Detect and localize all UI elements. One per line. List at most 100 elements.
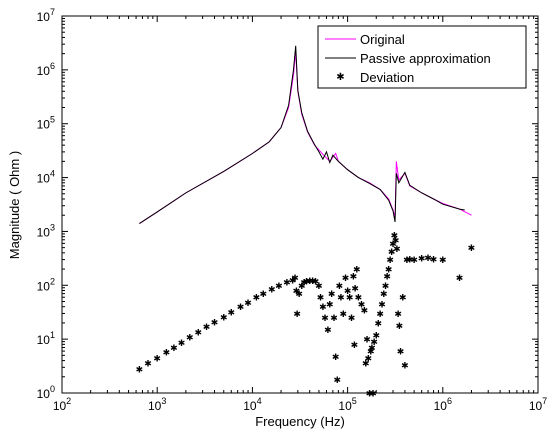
deviation-point: ✱ [388, 247, 396, 257]
deviation-point: ✱ [326, 299, 334, 309]
deviation-point: ✱ [136, 364, 144, 374]
legend: Original Passive approximation ✱ Deviati… [317, 25, 527, 89]
deviation-point: ✱ [386, 255, 394, 265]
x-tick-label: 104 [243, 396, 261, 413]
deviation-point: ✱ [275, 281, 283, 291]
deviation-point: ✱ [228, 307, 236, 317]
deviation-point: ✱ [303, 277, 311, 287]
deviation-point: ✱ [283, 278, 291, 288]
legend-deviation-label: Deviation [360, 70, 414, 85]
y-tick-label: 104 [37, 169, 55, 186]
deviation-point: ✱ [330, 313, 338, 323]
deviation-point: ✱ [439, 255, 447, 265]
deviation-point: ✱ [396, 321, 404, 331]
deviation-point: ✱ [358, 299, 366, 309]
deviation-point: ✱ [389, 239, 397, 249]
series-layer: ✱✱✱✱ ✱✱✱ ✱✱ ✱ ✱ ✱✱ ✱✱ ✱ ✱ ✱ ✱✱✱✱✱✱✱✱✱✱✱✱✱✱✱✱✱✱✱✱✱✱… [136, 45, 476, 399]
deviation-point: ✱ [418, 254, 426, 264]
deviation-point: ✱ [348, 313, 356, 323]
deviation-point: ✱ [385, 265, 393, 275]
x-tick-label: 102 [53, 396, 71, 413]
deviation-point: ✱ [170, 343, 178, 353]
deviation-point: ✱ [293, 309, 301, 319]
deviation-point: ✱ [401, 361, 409, 371]
deviation-point: ✱ [392, 235, 400, 245]
deviation-point: ✱ [376, 309, 384, 319]
deviation-point: ✱ [337, 293, 345, 303]
legend-deviation-marker: ✱ [336, 72, 344, 83]
deviation-point: ✱ [295, 289, 303, 299]
deviation-point: ✱ [367, 347, 375, 357]
deviation-point: ✱ [291, 273, 299, 283]
deviation-point: ✱ [368, 343, 376, 353]
deviation-point: ✱ [163, 347, 171, 357]
deviation-point: ✱ [382, 281, 390, 291]
deviation-point: ✱ [375, 318, 383, 328]
y-tick-label: 106 [37, 61, 55, 78]
legend-box [317, 25, 527, 89]
deviation-point: ✱ [309, 276, 317, 286]
deviation-point: ✱ [410, 255, 418, 265]
deviation-point: ✱ [220, 312, 228, 322]
deviation-point: ✱ [315, 281, 323, 291]
deviation-point: ✱ [391, 231, 399, 241]
deviation-point: ✱ [321, 313, 329, 323]
deviation-point: ✱ [424, 253, 432, 263]
y-tick-label: 100 [37, 384, 55, 401]
deviation-point: ✱ [351, 283, 359, 293]
deviation-point: ✱ [186, 332, 194, 342]
ticks-layer: 102 103 104 105 106 107 100 101 102 103 104 105 106 1… [37, 7, 548, 413]
deviation-point: ✱ [355, 293, 363, 303]
deviation-point: ✱ [363, 335, 371, 345]
deviation-point: ✱ [298, 281, 306, 291]
series-line-1 [139, 45, 465, 224]
deviation-point: ✱ [324, 325, 332, 335]
deviation-point: ✱ [268, 285, 276, 295]
deviation-point: ✱ [144, 359, 152, 369]
x-tick-label: 103 [148, 396, 166, 413]
deviation-point: ✱ [468, 243, 476, 253]
x-tick-label: 107 [529, 396, 547, 413]
legend-original-label: Original [360, 32, 405, 47]
deviation-point: ✱ [178, 338, 186, 348]
deviation-point: ✱ [362, 359, 370, 369]
x-tick-label: 105 [338, 396, 356, 413]
deviation-point: ✱ [339, 309, 347, 319]
y-tick-label: 107 [37, 7, 55, 24]
deviation-point: ✱ [372, 330, 380, 340]
deviation-point: ✱ [350, 271, 358, 281]
deviation-point: ✱ [344, 286, 352, 296]
deviation-point: ✱ [289, 276, 297, 286]
x-tick-label: 106 [434, 396, 452, 413]
deviation-point: ✱ [370, 337, 378, 347]
deviation-point: ✱ [369, 389, 377, 399]
deviation-point: ✱ [361, 305, 369, 315]
deviation-point: ✱ [211, 317, 219, 327]
y-tick-label: 101 [37, 330, 55, 347]
deviation-point: ✱ [203, 322, 211, 332]
legend-passive-label: Passive approximation [360, 51, 491, 66]
deviation-point: ✱ [403, 255, 411, 265]
deviation-point: ✱ [300, 278, 308, 288]
deviation-point: ✱ [317, 293, 325, 303]
deviation-point: ✱ [366, 389, 374, 399]
deviation-point: ✱ [253, 293, 261, 303]
deviation-point: ✱ [244, 298, 252, 308]
deviation-point: ✱ [319, 302, 327, 312]
y-axis-label: Magnitude ( Ohm ) [7, 151, 22, 259]
deviation-point: ✱ [353, 265, 361, 275]
deviation-point: ✱ [456, 273, 464, 283]
deviation-point: ✱ [365, 353, 373, 363]
deviation-point: ✱ [153, 353, 161, 363]
deviation-point: ✱ [336, 281, 344, 291]
deviation-point: ✱ [259, 289, 267, 299]
deviation-point: ✱ [237, 302, 245, 312]
deviation-point: ✱ [332, 352, 340, 362]
deviation-point: ✱ [342, 273, 350, 283]
deviation-point: ✱ [397, 347, 405, 357]
deviation-point: ✱ [312, 277, 320, 287]
deviation-point: ✱ [380, 289, 388, 299]
deviation-point: ✱ [306, 276, 314, 286]
